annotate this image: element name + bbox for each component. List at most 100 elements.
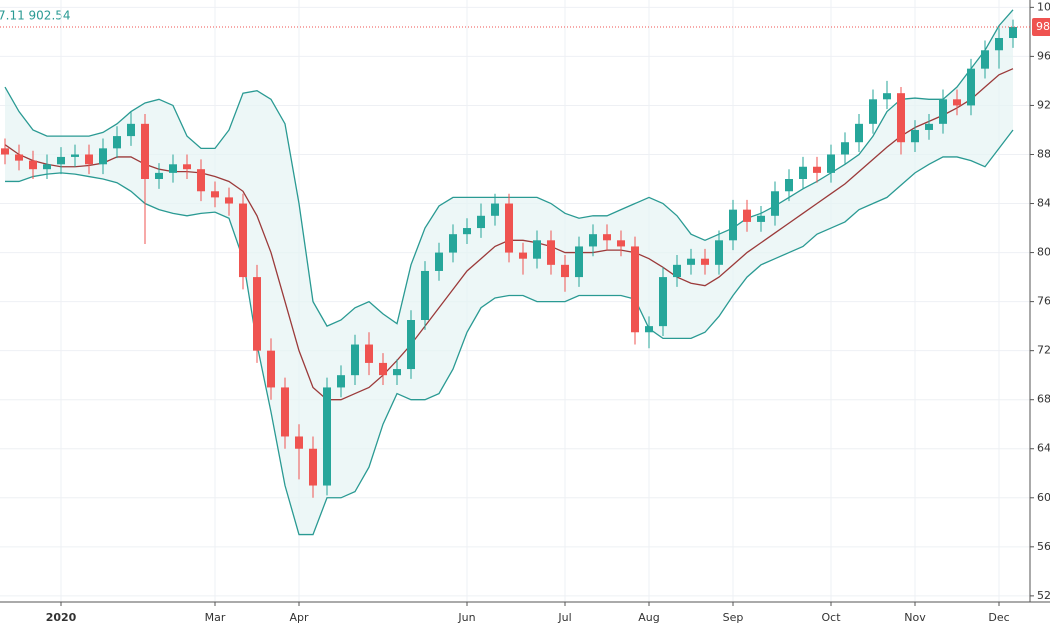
candle-body bbox=[575, 246, 583, 278]
candle-body bbox=[617, 240, 625, 247]
candle-body bbox=[687, 258, 695, 265]
candle-body bbox=[1009, 26, 1017, 39]
candle-body bbox=[715, 240, 723, 265]
plot bbox=[1, 9, 1017, 536]
candle-body bbox=[953, 99, 961, 106]
y-tick-label: 960 bbox=[1037, 49, 1050, 62]
candle-body bbox=[785, 179, 793, 192]
candle-body bbox=[225, 197, 233, 204]
candle-body bbox=[407, 320, 415, 370]
y-tick-label: 680 bbox=[1037, 393, 1050, 406]
candle-body bbox=[1, 148, 9, 155]
candle-body bbox=[253, 277, 261, 351]
candle-body bbox=[645, 326, 653, 333]
candle-body bbox=[533, 240, 541, 259]
candle-body bbox=[883, 93, 891, 100]
x-tick-label: Mar bbox=[205, 611, 226, 624]
candle-body bbox=[197, 169, 205, 192]
candle-body bbox=[43, 164, 51, 170]
candle-body bbox=[673, 264, 681, 278]
candle-body bbox=[463, 228, 471, 235]
x-tick-label: Aug bbox=[638, 611, 659, 624]
x-tick-label: 2020 bbox=[46, 611, 77, 624]
candle-body bbox=[267, 350, 275, 388]
candle-body bbox=[449, 234, 457, 253]
y-tick-label: 920 bbox=[1037, 98, 1050, 111]
candle-body bbox=[15, 154, 23, 161]
candle-body bbox=[869, 99, 877, 124]
candle-body bbox=[939, 99, 947, 124]
candle-body bbox=[491, 203, 499, 216]
candle-body bbox=[589, 234, 597, 247]
y-tick-label: 840 bbox=[1037, 197, 1050, 210]
candle-body bbox=[183, 164, 191, 170]
x-tick-label: Nov bbox=[904, 611, 926, 624]
candle-body bbox=[365, 344, 373, 363]
candle-body bbox=[771, 191, 779, 216]
candle-body bbox=[57, 156, 65, 165]
candle-body bbox=[85, 154, 93, 165]
candle-body bbox=[239, 203, 247, 278]
candle-body bbox=[393, 369, 401, 376]
lower-band bbox=[5, 129, 1014, 536]
y-tick-label: 600 bbox=[1037, 491, 1050, 504]
candle-body bbox=[169, 164, 177, 173]
candle-body bbox=[99, 148, 107, 165]
candle-body bbox=[659, 277, 667, 327]
candle-body bbox=[155, 172, 163, 180]
candle-body bbox=[211, 191, 219, 198]
candle-body bbox=[519, 252, 527, 259]
candle-body bbox=[141, 123, 149, 180]
y-tick-label: 560 bbox=[1037, 540, 1050, 553]
candle-body bbox=[281, 387, 289, 437]
candle-body bbox=[855, 123, 863, 143]
candle-body bbox=[729, 209, 737, 241]
y-tick-label: 640 bbox=[1037, 442, 1050, 455]
candle-body bbox=[309, 448, 317, 486]
y-tick-label: 880 bbox=[1037, 147, 1050, 160]
band-fill bbox=[5, 9, 1013, 535]
last-price-label: 984 bbox=[1036, 20, 1050, 33]
x-tick-label: Apr bbox=[289, 611, 309, 624]
y-tick-label: 760 bbox=[1037, 295, 1050, 308]
candle-body bbox=[29, 160, 37, 170]
candle-body bbox=[337, 375, 345, 388]
candle-body bbox=[351, 344, 359, 376]
candle-body bbox=[421, 270, 429, 321]
candle-body bbox=[981, 50, 989, 69]
candle-body bbox=[897, 93, 905, 143]
candle-body bbox=[71, 154, 79, 157]
candle-body bbox=[435, 252, 443, 271]
x-tick-label: Dec bbox=[988, 611, 1009, 624]
candle-body bbox=[603, 234, 611, 241]
y-tick-label: 520 bbox=[1037, 589, 1050, 602]
candle-body bbox=[799, 166, 807, 180]
candle-body bbox=[701, 258, 709, 265]
candle-body bbox=[827, 154, 835, 173]
last-price-box bbox=[1032, 17, 1050, 36]
candle-body bbox=[967, 68, 975, 106]
x-tick-label: Jul bbox=[557, 611, 571, 624]
indicator-values: 7.11 902.54 bbox=[0, 9, 71, 23]
candle-body bbox=[295, 436, 303, 449]
grid bbox=[0, 0, 1030, 602]
candle-body bbox=[477, 215, 485, 229]
candle-body bbox=[757, 215, 765, 222]
candle-body bbox=[505, 203, 513, 253]
candle-body bbox=[995, 38, 1003, 51]
candle-body bbox=[743, 209, 751, 222]
x-tick-label: Jun bbox=[457, 611, 475, 624]
candle-body bbox=[841, 142, 849, 155]
candle-body bbox=[911, 129, 919, 143]
candle-body bbox=[379, 362, 387, 376]
candle-body bbox=[925, 123, 933, 130]
y-tick-label: 720 bbox=[1037, 344, 1050, 357]
x-tick-label: Sep bbox=[723, 611, 744, 624]
candle-body bbox=[113, 136, 121, 149]
x-tick-label: Oct bbox=[821, 611, 841, 624]
candle-body bbox=[323, 387, 331, 486]
candle-body bbox=[631, 246, 639, 333]
candle-body bbox=[561, 264, 569, 278]
y-tick-label: 1000 bbox=[1037, 0, 1050, 13]
